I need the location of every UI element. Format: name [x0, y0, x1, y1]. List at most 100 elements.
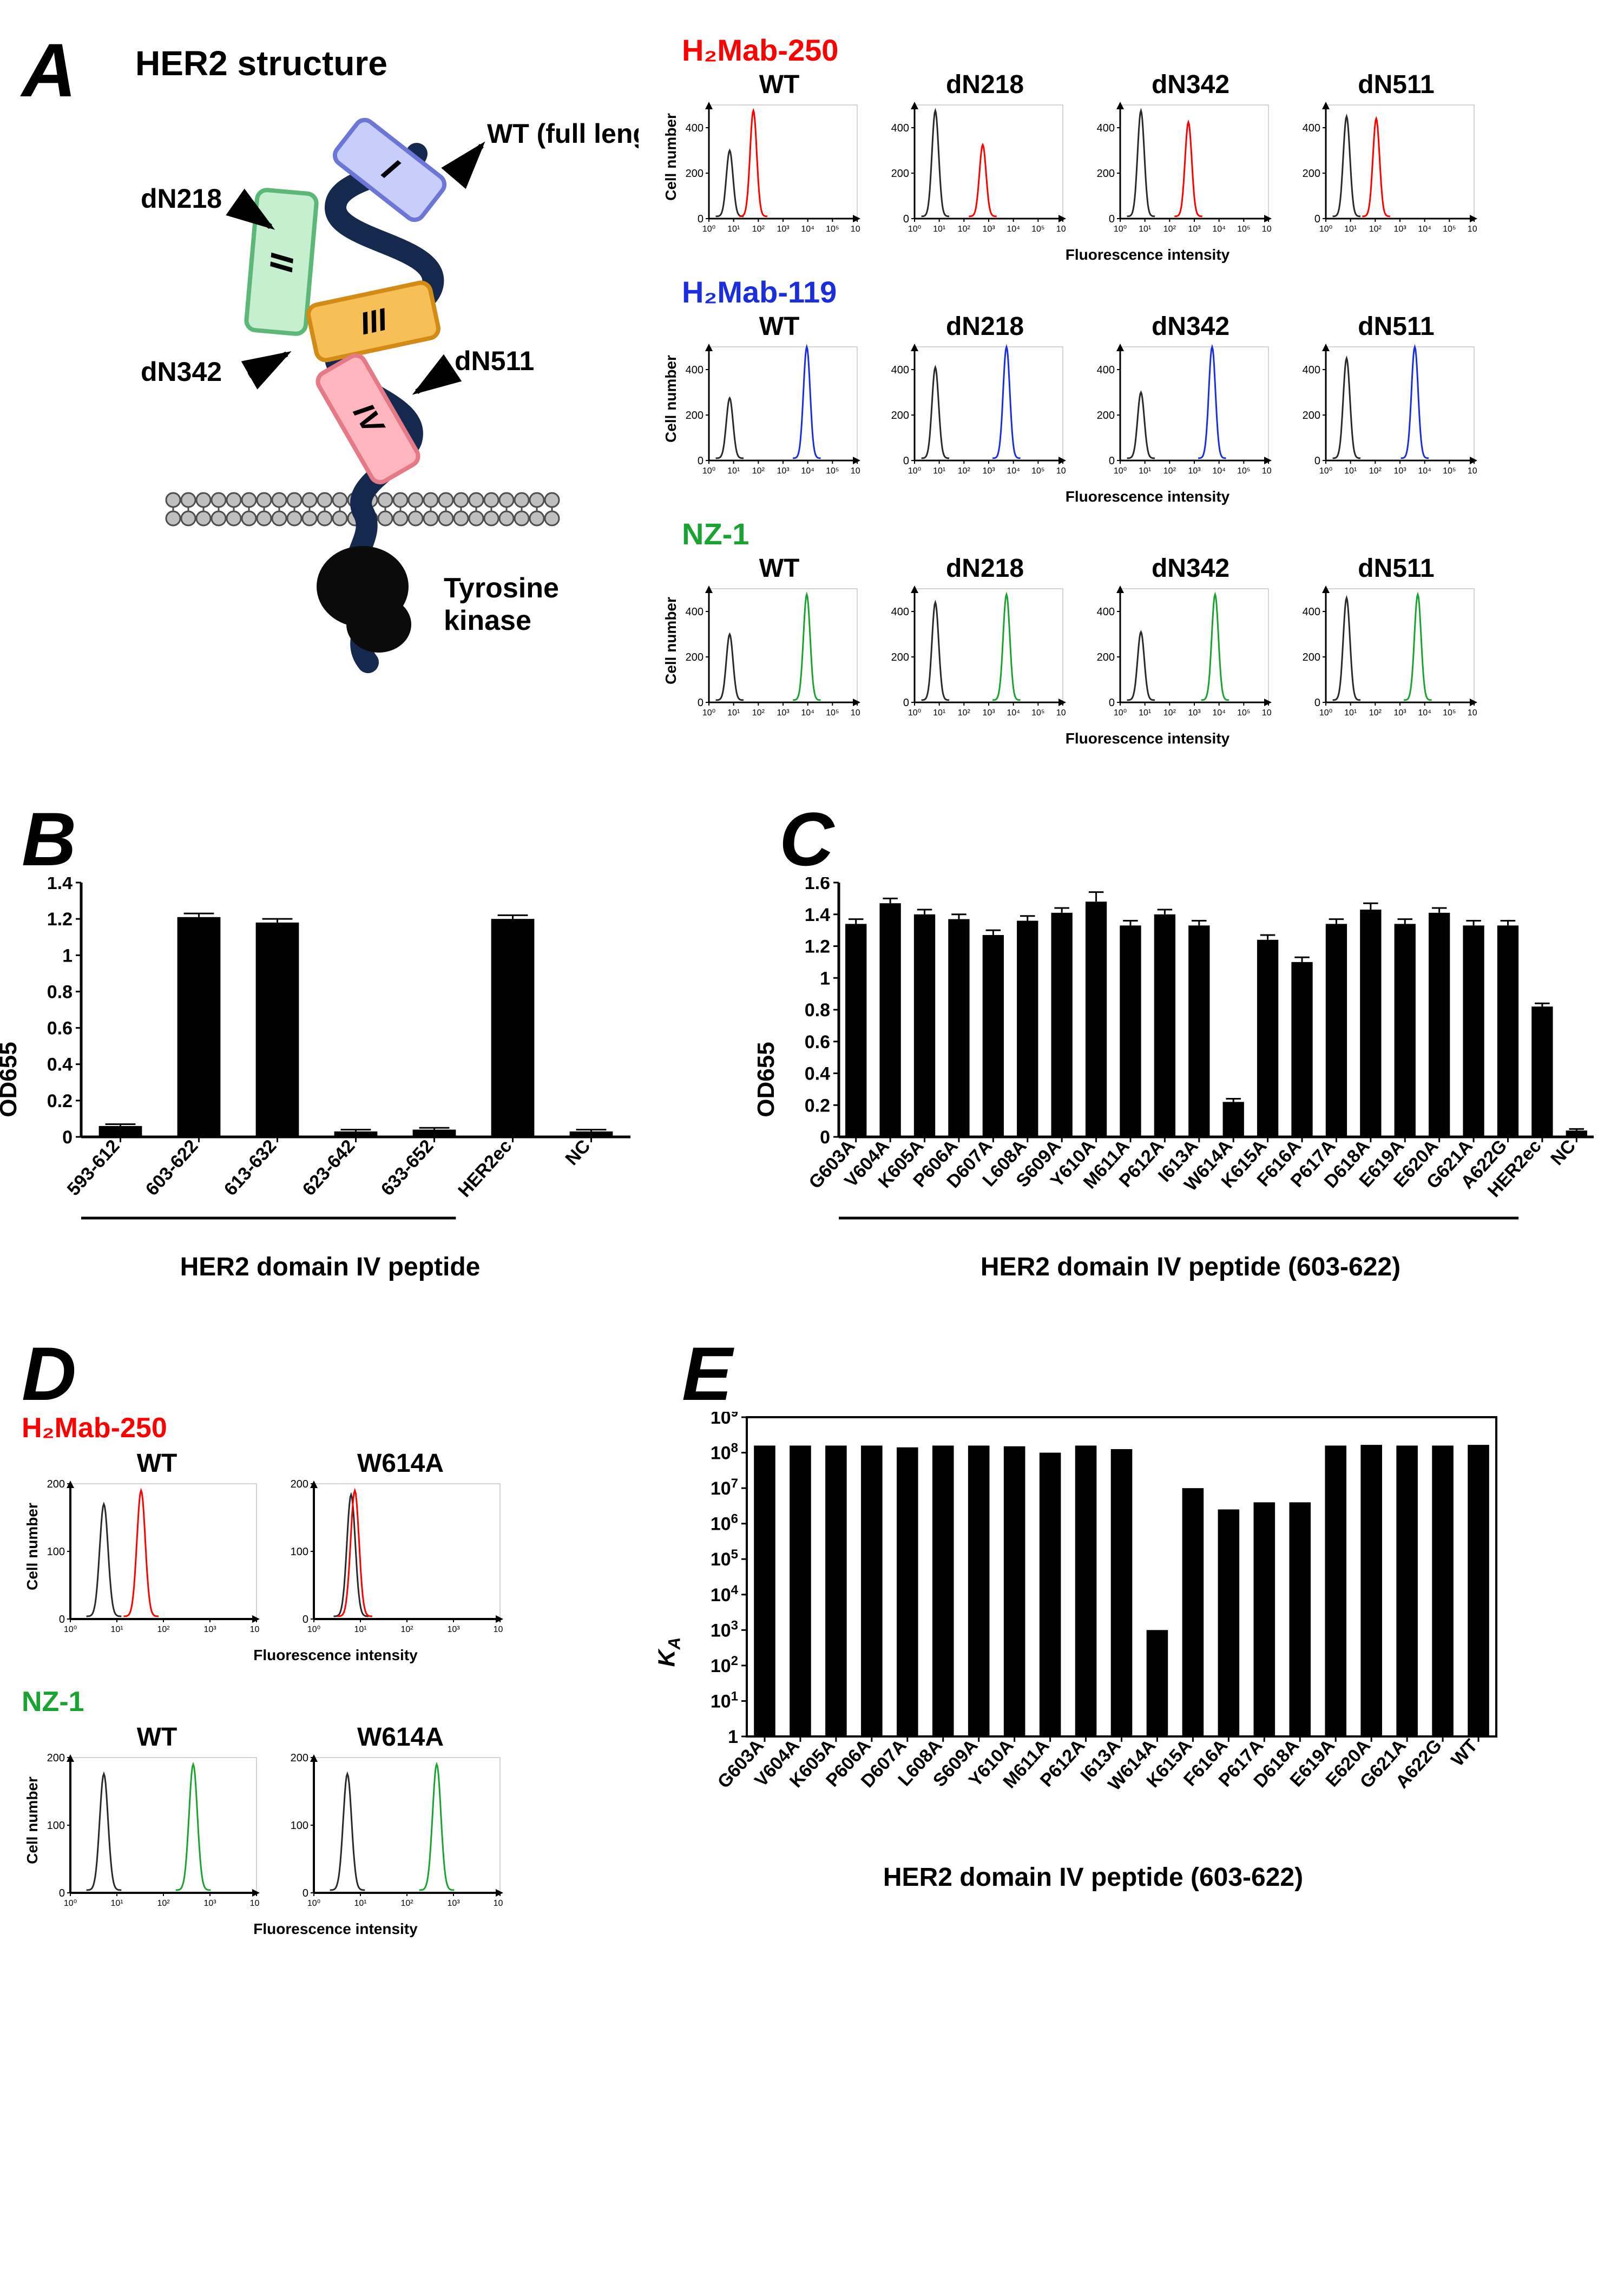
svg-text:10⁰: 10⁰	[1319, 225, 1332, 234]
facs-col-title: WT	[43, 1722, 271, 1752]
svg-text:10⁴: 10⁴	[1212, 466, 1226, 476]
svg-text:0: 0	[1314, 213, 1320, 225]
facs-xlabel: Fluorescence intensity	[54, 1920, 617, 1938]
svg-text:10²: 10²	[1163, 466, 1176, 476]
svg-text:dN218: dN218	[141, 183, 222, 214]
svg-text:10³: 10³	[982, 466, 995, 476]
her2-title: HER2 structure	[135, 43, 639, 83]
facs-col-title: dN511	[1299, 554, 1494, 583]
svg-text:400: 400	[891, 606, 909, 618]
svg-text:Tyrosinekinase: Tyrosinekinase	[444, 573, 559, 636]
svg-text:10⁴: 10⁴	[494, 1899, 503, 1908]
svg-text:107: 107	[711, 1476, 738, 1499]
facs-group-title: NZ-1	[682, 516, 1602, 551]
svg-text:10⁴: 10⁴	[250, 1899, 260, 1908]
svg-text:200: 200	[891, 168, 909, 180]
panelE-xtitle: HER2 domain IV peptide (603-622)	[682, 1863, 1504, 1892]
svg-text:10⁶: 10⁶	[1056, 225, 1066, 234]
svg-text:10³: 10³	[982, 225, 995, 234]
facs-histogram-grid: H₂Mab-250 Cell number WT 0 200 400 10⁰ 10¹ 10²…	[660, 32, 1602, 758]
svg-text:200: 200	[891, 410, 909, 422]
svg-text:10⁶: 10⁶	[1468, 466, 1477, 476]
svg-text:10¹: 10¹	[1344, 708, 1357, 718]
svg-text:0: 0	[1314, 697, 1320, 709]
svg-text:400: 400	[1303, 606, 1320, 618]
svg-text:10⁵: 10⁵	[826, 225, 839, 234]
facs-xlabel: Fluorescence intensity	[693, 488, 1602, 505]
svg-text:200: 200	[686, 168, 703, 180]
svg-text:108: 108	[711, 1440, 738, 1464]
svg-text:10⁴: 10⁴	[801, 708, 814, 718]
svg-text:200: 200	[1097, 652, 1115, 663]
svg-text:10⁵: 10⁵	[1443, 708, 1456, 718]
svg-text:106: 106	[711, 1511, 738, 1535]
svg-text:10³: 10³	[1188, 708, 1201, 718]
bar-ylabel: OD655	[753, 1042, 780, 1117]
svg-text:10²: 10²	[157, 1899, 170, 1908]
svg-text:100: 100	[291, 1820, 308, 1832]
svg-text:10²: 10²	[958, 225, 971, 234]
panelD-group-title: H₂Mab-250	[22, 1412, 617, 1444]
svg-text:623-642: 623-642	[299, 1136, 359, 1200]
svg-text:100: 100	[47, 1820, 65, 1832]
svg-text:633-652: 633-652	[377, 1136, 438, 1200]
panelD-cell: WT 010020010⁰10¹10²10³10⁴	[43, 1449, 271, 1644]
svg-text:400: 400	[686, 364, 703, 376]
facs-cell: WT 020040010⁰10¹10²10³10⁴10⁵10⁶	[682, 312, 877, 486]
facs-group-title: H₂Mab-119	[682, 274, 1602, 310]
svg-text:104: 104	[711, 1582, 739, 1606]
svg-text:10⁵: 10⁵	[826, 466, 839, 476]
svg-text:HER2ec: HER2ec	[454, 1136, 516, 1201]
svg-text:10²: 10²	[1369, 466, 1382, 476]
svg-text:10²: 10²	[1163, 708, 1176, 718]
svg-text:10⁰: 10⁰	[908, 225, 921, 234]
svg-text:10⁰: 10⁰	[702, 466, 715, 476]
svg-text:102: 102	[711, 1653, 738, 1676]
facs-cell: dN218 020040010⁰10¹10²10³10⁴10⁵10⁶	[887, 70, 1082, 244]
svg-text:10⁴: 10⁴	[1007, 225, 1020, 234]
svg-text:10⁵: 10⁵	[1443, 225, 1456, 234]
svg-text:200: 200	[686, 410, 703, 422]
facs-group-title: H₂Mab-250	[682, 32, 1602, 68]
svg-text:0: 0	[59, 1614, 65, 1626]
svg-text:dN342: dN342	[141, 357, 222, 387]
facs-ylabel: Cell number	[662, 113, 680, 201]
svg-text:10¹: 10¹	[727, 708, 740, 718]
facs-col-title: WT	[682, 70, 877, 100]
bar-xtitle: HER2 domain IV peptide	[22, 1252, 639, 1282]
svg-text:10⁵: 10⁵	[1237, 466, 1250, 476]
svg-text:10⁶: 10⁶	[1056, 708, 1066, 718]
svg-text:10⁰: 10⁰	[1319, 708, 1332, 718]
svg-text:10¹: 10¹	[933, 225, 945, 234]
svg-text:400: 400	[1097, 364, 1115, 376]
svg-text:0: 0	[59, 1887, 65, 1899]
svg-text:10⁰: 10⁰	[1114, 466, 1127, 476]
svg-text:10²: 10²	[1369, 708, 1382, 718]
svg-text:10⁴: 10⁴	[1007, 708, 1020, 718]
panel-B-label: B	[22, 801, 736, 877]
her2-diagram: HER2 structure I II III IV WT (full leng…	[108, 32, 639, 687]
svg-text:10³: 10³	[203, 1625, 216, 1634]
svg-text:0: 0	[698, 697, 703, 709]
facs-cell: dN342 020040010⁰10¹10²10³10⁴10⁵10⁶	[1093, 554, 1288, 728]
svg-text:1.4: 1.4	[805, 905, 830, 925]
svg-text:10³: 10³	[447, 1899, 460, 1908]
svg-text:10⁵: 10⁵	[1031, 466, 1044, 476]
svg-text:10⁴: 10⁴	[250, 1625, 260, 1634]
svg-text:10³: 10³	[777, 466, 790, 476]
svg-text:400: 400	[891, 122, 909, 134]
svg-text:10¹: 10¹	[110, 1625, 123, 1634]
svg-text:10⁴: 10⁴	[1418, 708, 1431, 718]
facs-col-title: WT	[682, 554, 877, 583]
svg-text:1: 1	[62, 945, 73, 966]
svg-text:10⁵: 10⁵	[1443, 466, 1456, 476]
facs-col-title: dN511	[1299, 312, 1494, 341]
svg-text:10⁴: 10⁴	[1212, 225, 1226, 234]
panel-E-barchart: KA 1101102103104105106107108109G603AV604…	[682, 1412, 1602, 1892]
svg-text:10¹: 10¹	[727, 225, 740, 234]
panel-E-label: E	[682, 1336, 1602, 1412]
svg-text:dN511: dN511	[455, 346, 534, 376]
svg-text:10¹: 10¹	[933, 708, 945, 718]
svg-text:10¹: 10¹	[1139, 225, 1151, 234]
bar-xtitle: HER2 domain IV peptide (603-622)	[779, 1252, 1602, 1282]
